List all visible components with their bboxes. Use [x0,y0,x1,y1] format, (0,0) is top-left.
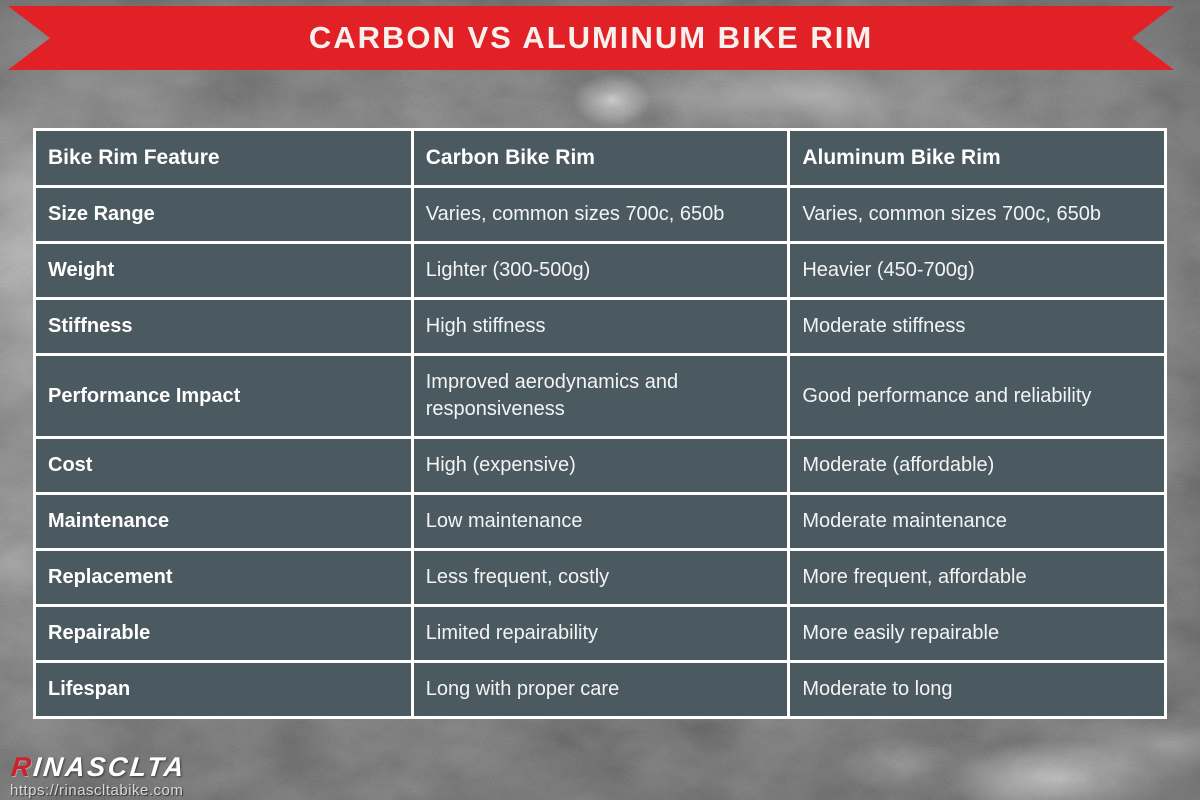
feature-cell: Replacement [33,548,414,608]
feature-cell: Stiffness [33,297,414,357]
header-feature: Bike Rim Feature [33,127,414,189]
table-body: Size Range Varies, common sizes 700c, 650… [33,185,1167,720]
table-row: Repairable Limited repairability More easi… [33,604,1167,664]
carbon-cell: Long with proper care [410,660,791,720]
table-row: Maintenance Low maintenance Moderate maint… [33,492,1167,552]
carbon-cell: Improved aerodynamics and responsiveness [410,353,791,440]
page-title: CARBON VS ALUMINUM BIKE RIM [308,20,874,55]
aluminum-cell: Moderate stiffness [787,297,1167,357]
table-row: Performance Impact Improved aerodynamics … [33,353,1167,440]
aluminum-cell: Moderate to long [787,660,1167,720]
table-row: Cost High (expensive) Moderate (affordable… [33,436,1167,496]
aluminum-cell: Heavier (450-700g) [787,241,1167,301]
title-ribbon: CARBON VS ALUMINUM BIKE RIM [8,6,1174,70]
aluminum-cell: Varies, common sizes 700c, 650b [787,185,1167,245]
feature-cell: Lifespan [33,660,414,720]
carbon-cell: Limited repairability [410,604,791,664]
feature-cell: Weight [33,241,414,301]
feature-cell: Size Range [33,185,414,245]
aluminum-cell: Moderate (affordable) [787,436,1167,496]
header-carbon: Carbon Bike Rim [410,127,791,189]
carbon-cell: Lighter (300-500g) [410,241,791,301]
carbon-cell: Low maintenance [410,492,791,552]
brand-logo: RINASCLTA [10,752,188,782]
feature-cell: Performance Impact [33,353,414,440]
watermark: RINASCLTA https://rinascltabike.com [10,752,188,799]
table-row: Replacement Less frequent, costly More fre… [33,548,1167,608]
carbon-cell: Varies, common sizes 700c, 650b [410,185,791,245]
carbon-cell: Less frequent, costly [410,548,791,608]
aluminum-cell: Moderate maintenance [787,492,1167,552]
carbon-cell: High stiffness [410,297,791,357]
comparison-table: Bike Rim Feature Carbon Bike Rim Aluminu… [33,127,1167,720]
brand-logo-rest: INASCLTA [31,752,188,782]
table-row: Stiffness High stiffness Moderate stiffnes… [33,297,1167,357]
aluminum-cell: Good performance and reliability [787,353,1167,440]
table-header: Bike Rim Feature Carbon Bike Rim Aluminu… [33,127,1167,189]
feature-cell: Maintenance [33,492,414,552]
table-row: Size Range Varies, common sizes 700c, 650… [33,185,1167,245]
table-row: Weight Lighter (300-500g) Heavier (450-700… [33,241,1167,301]
table-row: Lifespan Long with proper care Moderate to… [33,660,1167,720]
aluminum-cell: More frequent, affordable [787,548,1167,608]
website-url: https://rinascltabike.com [10,782,184,799]
feature-cell: Repairable [33,604,414,664]
aluminum-cell: More easily repairable [787,604,1167,664]
carbon-cell: High (expensive) [410,436,791,496]
header-aluminum: Aluminum Bike Rim [787,127,1167,189]
feature-cell: Cost [33,436,414,496]
header-row: Bike Rim Feature Carbon Bike Rim Aluminu… [33,127,1167,189]
